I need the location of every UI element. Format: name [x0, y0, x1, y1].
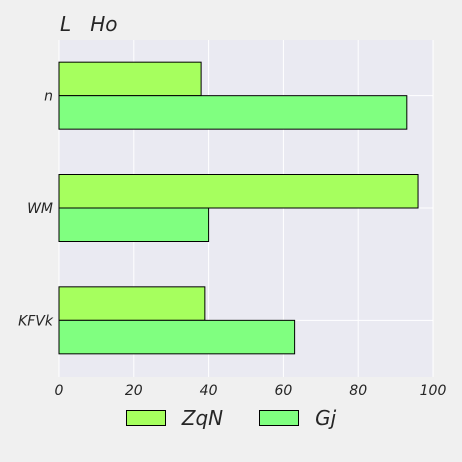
x-tick-label-40: 40 — [200, 383, 218, 399]
legend-label-gj: Gj — [315, 406, 337, 430]
legend-swatch-gj — [259, 410, 300, 426]
legend-swatch-zqn — [125, 410, 166, 426]
bar-gj-n — [58, 95, 408, 130]
x-tick-label-100: 100 — [420, 383, 447, 399]
y-tick-label-kfvk: KFVk — [18, 313, 54, 329]
y-tick-label-n: n — [44, 89, 53, 105]
bar-zqn-n — [58, 61, 202, 97]
legend-item-zqn: ZqN — [125, 406, 224, 430]
x-tick-label-80: 80 — [349, 383, 367, 399]
bar-gj-wm — [58, 207, 210, 242]
bar-gj-kfvk — [58, 319, 296, 355]
bar-zqn-kfvk — [58, 286, 206, 321]
x-tick-label-0: 0 — [55, 383, 64, 399]
legend-item-gj: Gj — [259, 406, 336, 430]
chart-title: L Ho — [60, 12, 118, 36]
legend: ZqN Gj — [0, 406, 462, 430]
y-tick-label-wm: WM — [27, 201, 53, 217]
x-tick-label-60: 60 — [274, 383, 292, 399]
x-tick-label-20: 20 — [125, 383, 143, 399]
bar-zqn-wm — [58, 174, 419, 209]
legend-label-zqn: ZqN — [181, 406, 224, 430]
